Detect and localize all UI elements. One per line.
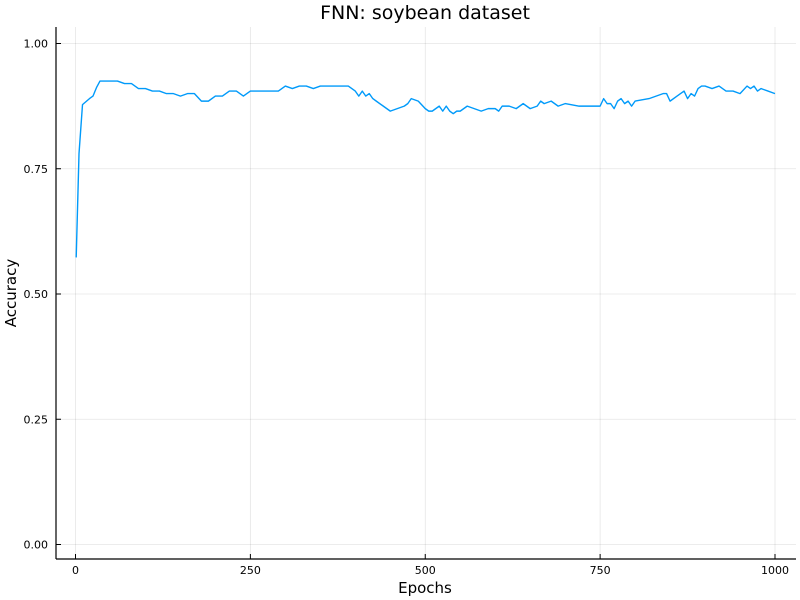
tick-labels: 0 250 500 750 1000 0.00 0.25 0.50 0.75 1.00 [24, 38, 790, 578]
x-tick-label: 750 [590, 564, 611, 577]
series-layer [75, 80, 776, 258]
x-axis-label: Epochs [398, 579, 452, 597]
x-tick-label: 250 [240, 564, 261, 577]
y-axis-label: Accuracy [2, 259, 20, 328]
x-tick-label: 0 [72, 564, 79, 577]
chart-title: FNN: soybean dataset [320, 2, 530, 24]
y-tick-label: 0.75 [24, 163, 49, 176]
y-tick-label: 0.50 [24, 288, 49, 301]
axes [55, 27, 796, 560]
y-tick-label: 1.00 [24, 38, 49, 51]
y-tick-label: 0.25 [24, 413, 49, 426]
grid [56, 27, 796, 559]
series-line [75, 80, 776, 258]
x-tick-label: 500 [415, 564, 436, 577]
y-tick-label: 0.00 [24, 539, 49, 552]
x-tick-label: 1000 [761, 564, 789, 577]
